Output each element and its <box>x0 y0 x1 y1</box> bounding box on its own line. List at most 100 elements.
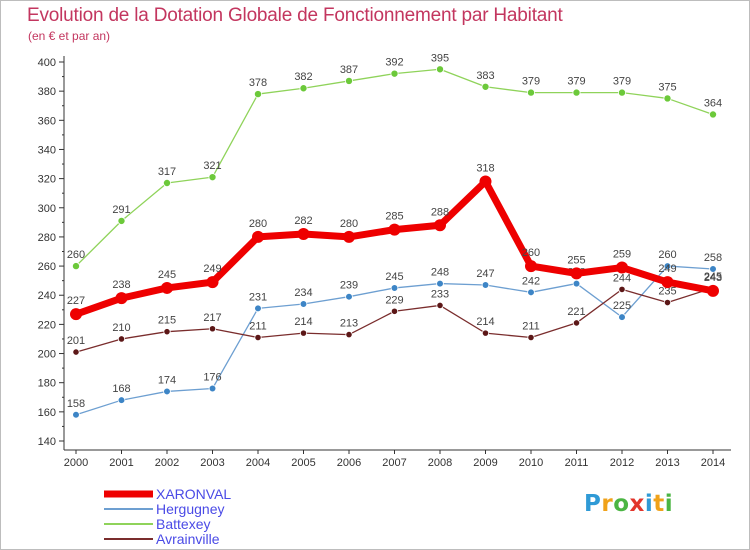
data-label: 317 <box>158 166 176 178</box>
data-label: 379 <box>613 76 631 88</box>
data-label: 280 <box>340 218 358 230</box>
logo-letter: o <box>613 491 630 517</box>
data-label: 249 <box>658 263 676 275</box>
y-tick-label: 300 <box>38 203 56 215</box>
x-tick-label: 2008 <box>428 457 452 469</box>
data-point <box>254 304 262 313</box>
proxiti-logo: Proxiti <box>584 491 673 517</box>
y-tick-label: 140 <box>38 436 56 448</box>
data-point <box>572 319 581 327</box>
data-point <box>117 335 126 343</box>
data-label: 321 <box>203 160 221 172</box>
data-label: 215 <box>158 315 176 327</box>
data-point <box>117 396 126 404</box>
data-point <box>527 88 536 97</box>
logo-letter: t <box>653 491 665 517</box>
data-point <box>345 292 353 301</box>
x-tick-label: 2009 <box>473 457 497 469</box>
data-label: 239 <box>340 280 358 292</box>
data-label: 282 <box>294 215 312 227</box>
data-point <box>661 276 674 289</box>
data-label: 225 <box>613 300 631 312</box>
data-point <box>162 178 171 187</box>
x-tick-label: 2014 <box>701 457 725 469</box>
series-xaronval: 227 238 245 249 280 282 280 285 288 318 260 255 259 2… <box>67 163 722 321</box>
data-label: 260 <box>67 249 85 261</box>
data-point <box>525 260 537 273</box>
data-label: 285 <box>385 211 403 223</box>
data-label: 233 <box>431 288 449 300</box>
data-label: 158 <box>67 398 85 410</box>
data-point <box>436 301 444 310</box>
x-tick-label: 2011 <box>565 457 589 469</box>
data-point <box>436 279 444 288</box>
data-label: 243 <box>704 272 722 284</box>
data-point <box>208 384 217 393</box>
data-point <box>390 69 399 78</box>
data-label: 176 <box>203 372 221 384</box>
data-point <box>345 330 353 339</box>
y-tick-label: 380 <box>38 86 56 98</box>
x-tick-label: 2012 <box>610 457 634 469</box>
y-tick-label: 340 <box>38 144 56 156</box>
y-tick-label: 360 <box>38 115 56 127</box>
data-label: 288 <box>431 206 449 218</box>
data-point <box>570 267 583 280</box>
data-label: 258 <box>704 252 722 264</box>
x-tick-label: 2000 <box>64 457 88 469</box>
data-point <box>390 284 399 292</box>
data-label: 375 <box>658 81 676 93</box>
logo-letter: i <box>644 491 654 517</box>
data-label: 214 <box>294 316 312 328</box>
legend-label: Battexey <box>156 516 210 532</box>
y-tick-label: 260 <box>38 261 56 273</box>
data-point <box>481 281 490 289</box>
data-label: 217 <box>203 312 221 324</box>
y-tick-label: 220 <box>38 319 56 331</box>
data-label: 383 <box>476 70 494 82</box>
data-label: 245 <box>704 271 722 283</box>
legend-item: XARONVAL <box>104 486 231 502</box>
data-label: 378 <box>249 77 267 89</box>
data-label: 245 <box>385 271 403 283</box>
data-point <box>163 387 171 396</box>
series-avrainville: 201 210 215 217 211 214 213 229 233 214 211 221 244 2… <box>67 271 722 356</box>
data-point <box>208 325 217 333</box>
data-point <box>618 285 626 293</box>
data-point <box>343 230 355 243</box>
data-point <box>252 230 264 243</box>
x-tick-label: 2003 <box>200 457 224 469</box>
legend-item: Battexey <box>104 516 210 532</box>
data-point <box>299 329 308 337</box>
data-label: 318 <box>476 163 494 175</box>
data-point <box>70 308 82 321</box>
data-label: 211 <box>249 321 267 333</box>
data-label: 248 <box>431 267 449 279</box>
data-label: 291 <box>112 204 130 216</box>
data-point <box>663 298 672 307</box>
y-tick-label: 200 <box>38 349 56 361</box>
data-label: 174 <box>158 374 176 386</box>
data-point <box>527 288 535 297</box>
series-battexey: 260 291 317 321 378 382 387 392 395 383 379 379 379 3… <box>67 52 722 271</box>
legend-label: Hergugney <box>156 501 225 517</box>
logo-letter: i <box>664 491 674 517</box>
data-point <box>434 219 446 232</box>
data-label: 244 <box>613 272 631 284</box>
data-point <box>481 329 490 337</box>
data-label: 242 <box>522 275 540 287</box>
legend-label: XARONVAL <box>156 486 231 502</box>
y-tick-label: 280 <box>38 232 56 244</box>
logo-letter: x <box>629 491 645 517</box>
data-point <box>299 300 308 308</box>
data-label: 379 <box>522 76 540 88</box>
data-point <box>663 94 672 103</box>
data-label: 260 <box>522 247 540 259</box>
data-label: 249 <box>203 263 221 275</box>
data-point <box>72 410 80 419</box>
data-point <box>253 90 262 99</box>
y-tick-label: 240 <box>38 290 56 302</box>
data-label: 234 <box>294 287 312 299</box>
logo-letter: r <box>601 491 614 517</box>
data-point <box>618 88 627 97</box>
